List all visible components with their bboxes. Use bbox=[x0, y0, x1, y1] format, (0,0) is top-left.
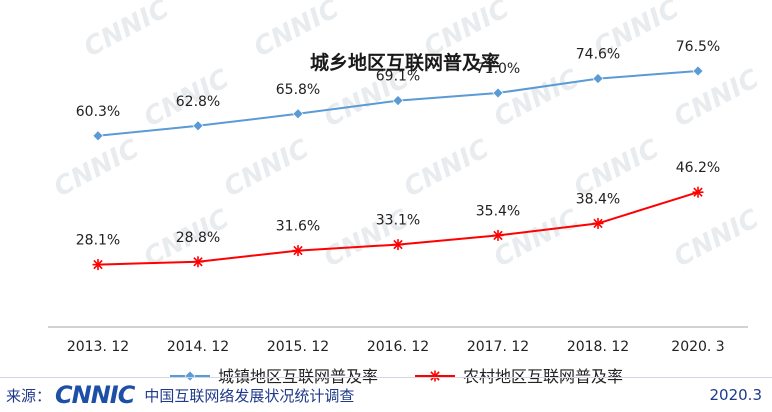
x-tick-label: 2013. 12 bbox=[67, 339, 129, 355]
data-labels: 60.3% 62.8% 65.8% 69.1% 71.0% 74.6% 76.5% 28.1%… bbox=[76, 39, 720, 249]
data-label: 65.8% bbox=[276, 82, 320, 98]
source-organization: 中国互联网络发展状况统计调查 bbox=[144, 386, 355, 405]
chart-title: 城乡地区互联网普及率 bbox=[310, 51, 500, 74]
data-label: 35.4% bbox=[476, 203, 520, 219]
watermark-text: CNNIC bbox=[669, 204, 764, 273]
legend-label: 城镇地区互联网普及率 bbox=[218, 367, 378, 386]
x-tick-label: 2018. 12 bbox=[567, 339, 629, 355]
data-point bbox=[592, 73, 604, 85]
legend-item: 农村地区互联网普及率 bbox=[415, 367, 623, 386]
x-tick-label: 2020. 3 bbox=[671, 339, 724, 355]
data-point bbox=[692, 65, 704, 77]
data-point bbox=[392, 239, 404, 251]
data-label: 28.8% bbox=[176, 230, 220, 246]
data-label: 60.3% bbox=[76, 104, 120, 120]
series-points bbox=[92, 65, 704, 271]
data-label: 46.2% bbox=[676, 160, 720, 176]
x-tick-label: 2017. 12 bbox=[467, 339, 529, 355]
source-footer: 来源： CNNIC 中国互联网络发展状况统计调查 2020.3 bbox=[0, 377, 772, 412]
data-point bbox=[292, 245, 304, 257]
data-point bbox=[392, 95, 404, 107]
watermark-text: CNNIC bbox=[49, 134, 144, 203]
watermark-text: CNNIC bbox=[79, 0, 174, 63]
data-point bbox=[92, 130, 104, 142]
data-label: 28.1% bbox=[76, 233, 120, 249]
data-point bbox=[592, 217, 604, 229]
watermark-text: CNNIC bbox=[399, 134, 494, 203]
data-point bbox=[492, 87, 504, 99]
x-tick-label: 2014. 12 bbox=[167, 339, 229, 355]
data-point bbox=[192, 256, 204, 268]
x-axis-ticks: 2013. 12 2014. 12 2015. 12 2016. 12 2017. 12… bbox=[67, 339, 725, 355]
data-point bbox=[92, 259, 104, 271]
data-label: 71.0% bbox=[476, 61, 520, 77]
data-point bbox=[429, 370, 441, 382]
source-date: 2020.3 bbox=[709, 386, 763, 404]
x-tick-label: 2015. 12 bbox=[267, 339, 329, 355]
source-label: 来源： bbox=[6, 386, 52, 405]
legend: 城镇地区互联网普及率 农村地区互联网普及率 bbox=[170, 367, 623, 386]
data-point bbox=[184, 370, 196, 382]
cnnic-logo: CNNIC bbox=[55, 381, 135, 409]
data-point bbox=[692, 186, 704, 198]
data-point bbox=[192, 120, 204, 132]
data-label: 69.1% bbox=[376, 69, 420, 85]
data-point bbox=[292, 108, 304, 120]
legend-item: 城镇地区互联网普及率 bbox=[170, 367, 378, 386]
data-label: 76.5% bbox=[676, 39, 720, 55]
data-label: 31.6% bbox=[276, 219, 320, 235]
x-tick-label: 2016. 12 bbox=[367, 339, 429, 355]
data-label: 62.8% bbox=[176, 94, 220, 110]
data-point bbox=[492, 229, 504, 241]
data-label: 33.1% bbox=[376, 213, 420, 229]
data-label: 74.6% bbox=[576, 47, 620, 63]
data-label: 38.4% bbox=[576, 191, 620, 207]
legend-label: 农村地区互联网普及率 bbox=[463, 367, 623, 386]
watermark-text: CNNIC bbox=[669, 64, 764, 133]
watermark-text: CNNIC bbox=[219, 134, 314, 203]
